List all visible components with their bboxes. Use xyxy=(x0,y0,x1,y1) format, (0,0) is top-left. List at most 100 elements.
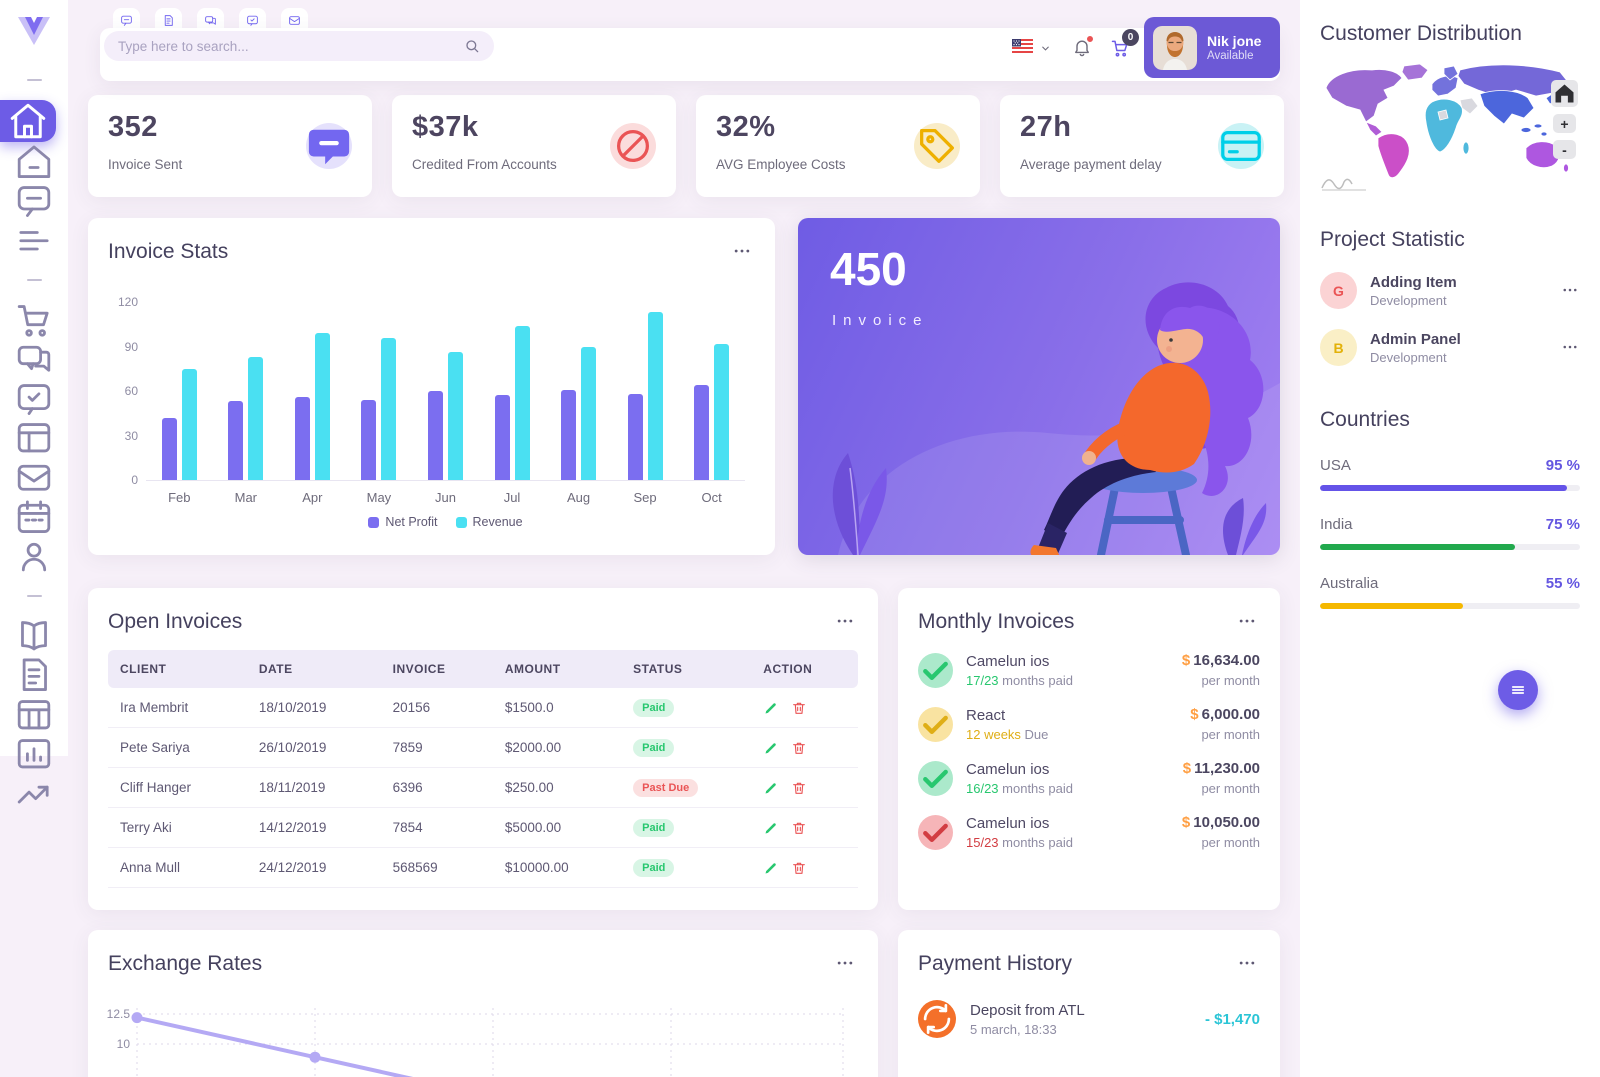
msg-check-icon xyxy=(246,14,259,27)
bar-revenue[interactable] xyxy=(581,346,597,480)
monthly-invoices-menu-button[interactable] xyxy=(1236,611,1258,633)
monthly-invoice-item[interactable]: Camelun ios 17/23 months paid $16,634.00… xyxy=(918,652,1260,688)
bar-net-profit[interactable] xyxy=(294,396,310,480)
invoice-banner[interactable]: 450 Invoice xyxy=(798,218,1280,555)
sidebar-item-chats[interactable] xyxy=(0,339,68,379)
bar-net-profit[interactable] xyxy=(228,401,244,480)
monthly-invoice-item[interactable]: Camelun ios 15/23 months paid $10,050.00… xyxy=(918,814,1260,850)
cell-invoice: 7859 xyxy=(380,727,493,768)
stat-card-credited-from-accounts[interactable]: $37k Credited From Accounts xyxy=(392,95,676,197)
sidebar-item-msg-check[interactable] xyxy=(0,379,68,419)
table-row[interactable]: Pete Sariya 26/10/2019 7859 $2000.00 Pai… xyxy=(108,727,858,768)
cart-button[interactable]: 0 xyxy=(1110,29,1139,58)
bar-net-profit[interactable] xyxy=(427,391,443,480)
delete-button[interactable] xyxy=(791,820,807,836)
sidebar-item-home[interactable] xyxy=(0,99,56,142)
user-name: Nik jone xyxy=(1207,33,1262,49)
bar-group-apr xyxy=(294,302,330,480)
plant-left xyxy=(832,453,887,555)
monthly-invoice-item[interactable]: Camelun ios 16/23 months paid $11,230.00… xyxy=(918,760,1260,796)
map-zoom-out-button[interactable]: - xyxy=(1553,140,1576,159)
edit-button[interactable] xyxy=(763,740,779,756)
delete-button[interactable] xyxy=(791,740,807,756)
sidebar-item-home-simple[interactable] xyxy=(0,142,68,182)
project-item[interactable]: B Admin Panel Development xyxy=(1320,329,1580,366)
stat-card-invoice-sent[interactable]: 352 Invoice Sent xyxy=(88,95,372,197)
bar-revenue[interactable] xyxy=(314,333,330,480)
bar-revenue[interactable] xyxy=(447,352,463,480)
bar-chart-x-labels: Feb Mar Apr May Jun Jul Aug Sep Oct xyxy=(146,490,745,505)
project-statistic-title: Project Statistic xyxy=(1320,228,1465,251)
country-percent: 95 % xyxy=(1545,457,1580,474)
payment-history-list: Deposit from ATL 5 march, 18:33 - $1,470 xyxy=(898,1000,1280,1038)
delete-button[interactable] xyxy=(791,700,807,716)
edit-button[interactable] xyxy=(763,700,779,716)
invoice-stats-menu-button[interactable] xyxy=(731,241,753,263)
sidebar-item-chat[interactable] xyxy=(0,181,68,221)
map-zoom-in-button[interactable]: + xyxy=(1553,114,1576,133)
bar-chart: 0 30 60 90 120 Feb Mar Apr May Jun Jul Aug Sep Oct N… xyxy=(118,295,745,529)
exchange-rates-menu-button[interactable] xyxy=(834,953,856,975)
project-menu-button[interactable] xyxy=(1560,281,1580,301)
status-badge: Past Due xyxy=(633,778,699,797)
bar-net-profit[interactable] xyxy=(694,385,710,480)
bar-revenue[interactable] xyxy=(181,368,197,480)
sidebar-item-user[interactable] xyxy=(0,537,68,577)
map-home-button[interactable] xyxy=(1551,80,1578,107)
customer-distribution-map[interactable]: + - xyxy=(1320,60,1580,192)
edit-button[interactable] xyxy=(763,780,779,796)
project-item[interactable]: G Adding Item Development xyxy=(1320,272,1580,309)
user-menu[interactable]: Nik jone Available xyxy=(1144,17,1280,78)
payment-item[interactable]: Deposit from ATL 5 march, 18:33 - $1,470 xyxy=(918,1000,1260,1038)
delete-button[interactable] xyxy=(791,780,807,796)
country-name: India xyxy=(1320,516,1353,533)
bar-revenue[interactable] xyxy=(647,312,663,480)
sidebar-item-mail[interactable] xyxy=(0,458,68,498)
sidebar-item-book[interactable] xyxy=(0,616,68,656)
search-input[interactable] xyxy=(118,38,464,54)
sidebar-divider xyxy=(0,60,68,100)
cell-status: Paid xyxy=(621,807,752,848)
sidebar-item-calendar[interactable] xyxy=(0,497,68,537)
stat-card-avg-employee-costs[interactable]: 32% AVG Employee Costs xyxy=(696,95,980,197)
sidebar-item-file-text[interactable] xyxy=(0,655,68,695)
bar-net-profit[interactable] xyxy=(161,417,177,480)
sidebar-item-table[interactable] xyxy=(0,695,68,735)
bar-net-profit[interactable] xyxy=(494,395,510,480)
customizer-fab-button[interactable] xyxy=(1498,670,1538,710)
sidebar-item-bar-chart[interactable] xyxy=(0,734,68,774)
bar-net-profit[interactable] xyxy=(561,389,577,480)
sidebar-item-trending[interactable] xyxy=(0,774,68,814)
country-item: USA 95 % xyxy=(1320,457,1580,491)
open-invoices-menu-button[interactable] xyxy=(834,611,856,633)
bar-revenue[interactable] xyxy=(381,337,397,480)
table-row[interactable]: Anna Mull 24/12/2019 568569 $10000.00 Pa… xyxy=(108,847,858,888)
sidebar-item-cart[interactable] xyxy=(0,300,68,340)
cell-amount: $2000.00 xyxy=(492,727,622,768)
language-selector[interactable] xyxy=(1012,39,1051,53)
table-row[interactable]: Terry Aki 14/12/2019 7854 $5000.00 Paid xyxy=(108,807,858,848)
monthly-invoice-item[interactable]: React 12 weeks Due $6,000.00 per month xyxy=(918,706,1260,742)
bar-net-profit[interactable] xyxy=(361,399,377,480)
table-row[interactable]: Ira Membrit 18/10/2019 20156 $1500.0 Pai… xyxy=(108,688,858,728)
app-logo[interactable] xyxy=(17,14,51,46)
check-icon xyxy=(918,814,953,850)
delete-button[interactable] xyxy=(791,860,807,876)
payment-history-menu-button[interactable] xyxy=(1236,953,1258,975)
notifications-button[interactable] xyxy=(1072,35,1094,57)
table-row[interactable]: Cliff Hanger 18/11/2019 6396 $250.00 Pas… xyxy=(108,767,858,808)
sidebar-item-layout[interactable] xyxy=(0,418,68,458)
edit-button[interactable] xyxy=(763,860,779,876)
credit-card-icon xyxy=(1218,123,1264,169)
search-icon[interactable] xyxy=(464,38,480,54)
edit-button[interactable] xyxy=(763,820,779,836)
stat-card-average-payment-delay[interactable]: 27h Average payment delay xyxy=(1000,95,1284,197)
bar-net-profit[interactable] xyxy=(627,393,643,480)
bar-revenue[interactable] xyxy=(714,343,730,480)
sidebar-item-lines[interactable] xyxy=(0,221,68,261)
project-menu-button[interactable] xyxy=(1560,338,1580,358)
bar-revenue[interactable] xyxy=(248,356,264,480)
x-label: Mar xyxy=(234,490,257,505)
country-item: India 75 % xyxy=(1320,516,1580,550)
bar-revenue[interactable] xyxy=(514,325,530,480)
